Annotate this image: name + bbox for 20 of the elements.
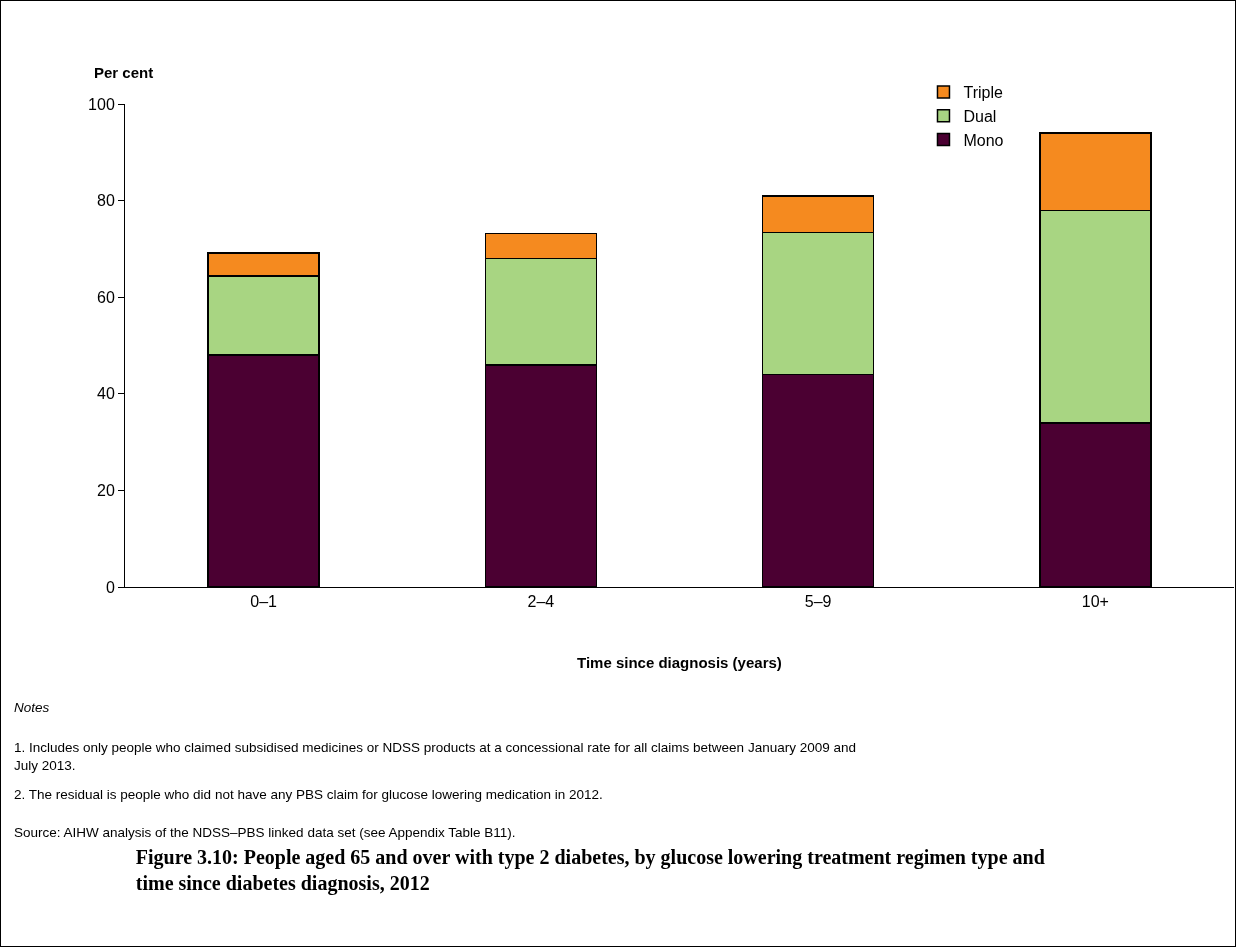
legend-label: Mono xyxy=(963,131,1004,149)
y-tick-label: 20 xyxy=(97,482,115,499)
x-tick-label: 5–9 xyxy=(804,593,832,611)
legend-label: Dual xyxy=(963,107,997,125)
text: Notes xyxy=(14,700,50,715)
x-tick-label: 2–4 xyxy=(527,593,555,611)
text: 1. Includes only people who claimed subsidised medicines or NDSS products at a concessional rate for all claims between January 2009 and July 2013. xyxy=(14,740,856,773)
x-tick-label: 0–1 xyxy=(250,593,278,611)
text: Figure 3.10: People aged 65 and over with type 2 diabetes, by glucose lowering treatment regimen type and time since diabetes diagnosis, 2012 xyxy=(135,846,1045,895)
y-tick-label: 60 xyxy=(97,288,115,306)
text: 2. The residual is people who did not have any PBS claim for glucose lowering medication in 2012. xyxy=(14,787,603,802)
x-axis-title: Time since diagnosis (years) xyxy=(577,654,782,671)
y-tick-label: 0 xyxy=(105,578,115,596)
y-tick-label: 100 xyxy=(88,95,115,113)
source-note: Source: AIHW analysis of the NDSS–PBS linked data set (see Appendix Table B11). xyxy=(14,825,516,840)
y-axis-title: Per cent xyxy=(94,64,154,81)
x-tick-label: 10+ xyxy=(1081,593,1109,611)
legend-label: Triple xyxy=(963,84,1003,102)
y-tick-label: 80 xyxy=(97,192,115,210)
y-tick-label: 40 xyxy=(97,385,115,403)
